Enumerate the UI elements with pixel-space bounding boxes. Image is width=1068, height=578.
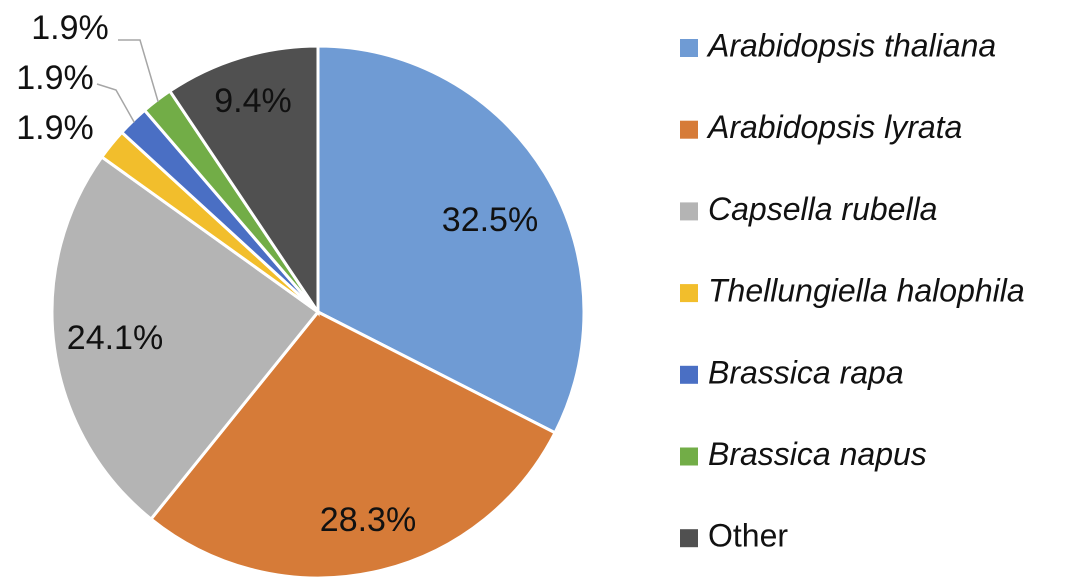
leader-line — [96, 83, 135, 123]
slice-label: 9.4% — [214, 82, 292, 120]
legend-swatch — [680, 284, 698, 303]
legend-swatch — [680, 529, 698, 548]
legend-swatch — [680, 202, 698, 221]
legend-label: Capsella rubella — [708, 191, 937, 227]
pie-slice — [50, 154, 321, 522]
legend-swatch — [680, 365, 698, 384]
pie-slice — [316, 44, 586, 435]
legend-label: Arabidopsis lyrata — [706, 109, 962, 145]
legend-label: Brassica napus — [708, 436, 927, 472]
slice-label: 1.9% — [31, 9, 109, 47]
slice-label: 1.9% — [16, 109, 94, 147]
legend-swatch — [680, 447, 698, 466]
pie-slice — [148, 310, 558, 578]
legend-swatch — [680, 120, 698, 139]
slice-label: 24.1% — [67, 319, 163, 357]
slice-label: 32.5% — [442, 201, 538, 239]
legend-label: Other — [708, 518, 788, 554]
slice-label: 1.9% — [16, 59, 94, 97]
legend-label: Thellungiella halophila — [708, 273, 1025, 309]
legend-label: Arabidopsis thaliana — [706, 27, 996, 63]
slice-label: 28.3% — [320, 501, 416, 539]
pie-slice — [167, 44, 320, 317]
legend-swatch — [680, 39, 698, 57]
leader-line — [118, 39, 159, 103]
legend-label: Brassica rapa — [708, 354, 904, 390]
